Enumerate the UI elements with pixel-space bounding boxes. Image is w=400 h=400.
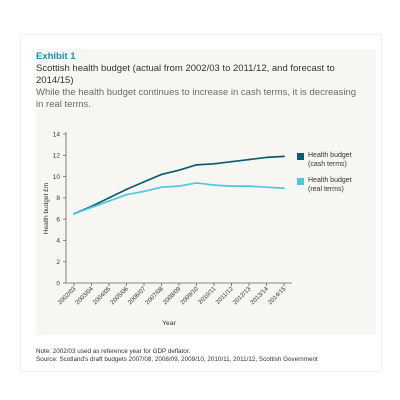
legend-cash-line2: (cash terms): [308, 160, 347, 168]
y-tick-label: 8: [56, 195, 60, 202]
x-tick-label: 2009/10: [179, 285, 200, 306]
data-point-real: [143, 190, 145, 193]
exhibit-panel: Exhibit 1 Scottish health budget (actual…: [36, 49, 376, 363]
data-point-cash: [248, 158, 250, 161]
exhibit-card: Exhibit 1 Scottish health budget (actual…: [20, 34, 382, 372]
legend-label-real: Health budget (real terms): [308, 177, 368, 194]
data-point-cash: [160, 173, 163, 176]
legend-real-line2: (real terms): [308, 185, 344, 193]
chart-title: Scottish health budget (actual from 2002…: [36, 63, 335, 86]
data-point-real: [125, 193, 128, 196]
y-tick-label: 10: [53, 174, 61, 181]
data-point-cash: [230, 160, 233, 163]
y-tick-label: 12: [53, 153, 61, 160]
y-tick-label: 2: [56, 259, 60, 266]
x-tick-label: 2014/15: [267, 285, 288, 306]
data-point-real: [108, 200, 110, 202]
legend-swatch-real: [297, 178, 304, 185]
data-point-real: [195, 182, 198, 184]
y-tick-label: 14: [53, 131, 61, 138]
series-line-cash: [73, 155, 285, 215]
data-point-real: [73, 212, 75, 215]
legend-cash-line1: Health budget: [308, 152, 352, 159]
data-point-cash: [125, 188, 128, 191]
data-point-real: [90, 206, 93, 209]
chart-subtitle: While the health budget continues to inc…: [36, 87, 357, 110]
data-point-cash: [283, 155, 285, 158]
data-point-real: [160, 186, 163, 189]
data-point-real: [178, 185, 180, 188]
y-axis-label: Health budget £m: [43, 183, 50, 234]
data-point-cash: [178, 169, 180, 172]
x-tick-label: 2010/11: [197, 285, 218, 306]
y-tick-label: 4: [56, 238, 60, 245]
exhibit-label: Exhibit 1: [36, 51, 76, 62]
data-point-real: [213, 184, 215, 186]
data-point-cash: [265, 156, 268, 159]
legend-real-line1: Health budget: [308, 177, 352, 184]
footnotes: Note: 2002/03 used as reference year for…: [36, 348, 376, 364]
x-axis-label: Year: [162, 320, 176, 327]
footnote-note: Note: 2002/03 used as reference year for…: [36, 348, 191, 355]
data-point-real: [248, 185, 250, 188]
data-point-real: [230, 185, 233, 188]
data-point-cash: [108, 196, 110, 199]
series-line-real: [73, 182, 285, 215]
data-point-real: [265, 186, 268, 189]
footnote-source: Source: Scotland's draft budgets 2007/08…: [36, 356, 318, 363]
legend-label-cash: Health budget (cash terms): [308, 152, 368, 169]
data-point-cash: [195, 163, 198, 166]
data-point-real: [283, 187, 285, 190]
y-tick-label: 0: [56, 280, 60, 287]
data-point-cash: [213, 162, 215, 165]
legend-swatch-cash: [297, 153, 304, 160]
data-point-cash: [143, 180, 145, 183]
y-tick-label: 6: [56, 216, 60, 223]
